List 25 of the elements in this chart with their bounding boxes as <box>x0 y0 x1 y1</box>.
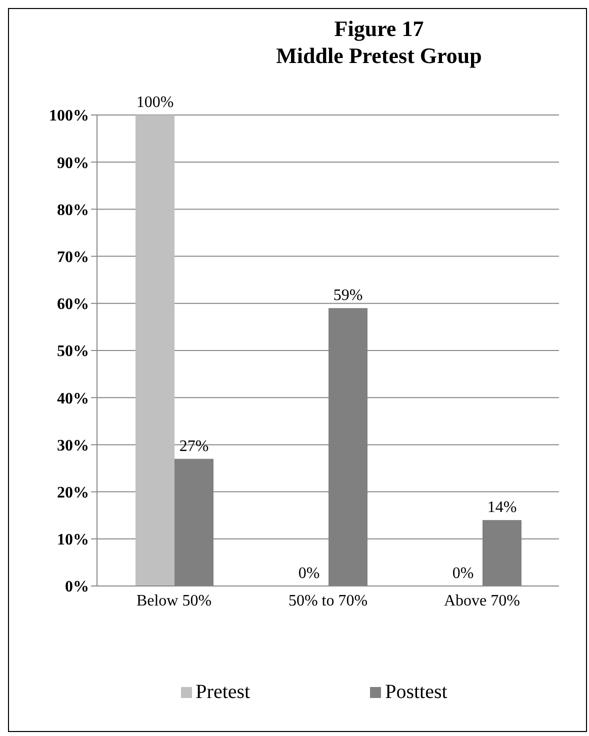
y-tick-label: 30% <box>57 437 89 454</box>
text: 0% <box>452 565 474 582</box>
text: 0% <box>298 565 320 582</box>
text: 14% <box>487 499 517 516</box>
chart-title: Figure 17 <box>333 15 425 42</box>
y-tick-label: 90% <box>57 154 89 172</box>
legend-label: Pretest <box>194 681 250 704</box>
bar <box>136 115 174 586</box>
x-tick-label: Below 50% <box>136 592 212 610</box>
y-tick-label: 10% <box>57 532 89 549</box>
y-tick-label: 100% <box>49 108 89 125</box>
x-tick-label: Above 70% <box>444 592 520 610</box>
y-tick-label: 20% <box>57 484 89 502</box>
text: 100% <box>136 94 174 111</box>
text: 59% <box>333 287 363 304</box>
y-tick-label: 60% <box>57 296 89 314</box>
y-tick-label: 0% <box>65 578 89 596</box>
legend-label: Posttest <box>384 681 448 704</box>
x-tick-label: 50% to 70% <box>288 592 368 610</box>
y-tick-label: 50% <box>57 343 89 360</box>
y-tick-label: 40% <box>57 390 89 408</box>
chart-subtitle: Middle Pretest Group <box>275 42 483 69</box>
y-tick-label: 80% <box>57 202 89 219</box>
y-tick-label: 70% <box>57 248 89 266</box>
text: 27% <box>179 438 209 455</box>
